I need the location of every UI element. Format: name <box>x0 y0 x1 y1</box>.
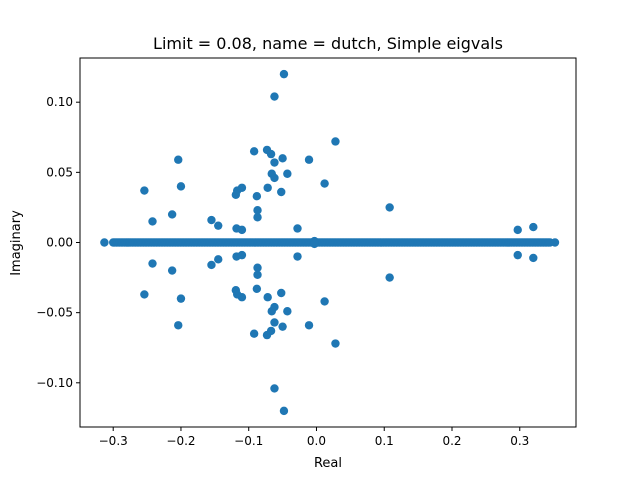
eigenvalue-point <box>277 187 286 197</box>
eigenvalue-point <box>253 263 262 272</box>
y-tick-label: 0.00 <box>46 236 73 250</box>
points-layer <box>100 69 560 416</box>
eigenvalue-point <box>331 137 340 146</box>
eigenvalue-point <box>513 250 522 260</box>
eigenvalue-point <box>266 149 276 159</box>
x-axis-ticks: −0.3 −0.2 −0.1 0.0 0.1 0.2 0.3 <box>99 427 529 448</box>
eigenvalue-point <box>310 239 319 249</box>
x-tick-label: 0.2 <box>442 434 461 448</box>
eigenvalue-point <box>174 321 183 330</box>
y-tick-label: 0.05 <box>46 165 73 179</box>
eigenvalue-point <box>279 406 289 416</box>
eigenvalue-point <box>214 221 223 230</box>
y-tick-label: −0.10 <box>36 376 73 390</box>
eigenvalue-point <box>266 326 276 336</box>
eigenvalue-point <box>283 307 292 316</box>
eigenvalue-point <box>249 147 259 156</box>
eigenvalue-point <box>207 215 216 225</box>
eigenvalue-point <box>320 179 329 188</box>
eigenvalue-point <box>253 206 262 215</box>
eigenvalue-point <box>279 69 289 79</box>
eigenvalue-point <box>283 169 292 178</box>
eigenvalue-point <box>263 183 272 192</box>
eigenvalue-point <box>331 339 340 348</box>
x-tick-label: 0.1 <box>375 434 394 448</box>
eigenvalue-point <box>148 259 157 268</box>
eigenvalue-point <box>252 191 262 201</box>
eigenvalue-point <box>231 286 241 295</box>
eigenvalue-point <box>176 294 186 303</box>
eigenvalue-point <box>270 318 279 327</box>
eigenvalue-point <box>270 173 279 183</box>
eigenvalue-point <box>550 238 560 247</box>
eigenvalue-point <box>270 158 279 167</box>
eigenvalue-point <box>270 384 279 393</box>
eigenvalue-point <box>320 297 329 306</box>
y-tick-label: 0.10 <box>46 95 73 109</box>
eigenvalue-point <box>263 293 272 302</box>
eigenvalue-point <box>207 260 216 270</box>
y-axis-ticks: −0.10 −0.05 0.00 0.05 0.10 <box>36 95 80 390</box>
eigenvalue-point <box>385 203 394 212</box>
eigenvalue-point <box>304 155 314 164</box>
eigenvalue-point <box>253 270 262 279</box>
eigenvalue-point <box>304 321 314 330</box>
x-tick-label: 0.0 <box>307 434 326 448</box>
chart-title: Limit = 0.08, name = dutch, Simple eigva… <box>153 34 503 53</box>
eigenvalue-point <box>529 222 538 232</box>
eigenvalue-point <box>385 273 394 282</box>
eigenvalue-point <box>278 154 287 163</box>
eigenvalue-point <box>148 217 157 226</box>
eigenvalue-point <box>167 266 177 275</box>
eigenvalue-point <box>167 210 177 219</box>
eigenvalue-point <box>529 253 538 263</box>
eigenvalue-point <box>176 182 186 191</box>
eigenvalue-point <box>174 155 183 164</box>
eigenvalue-point <box>513 225 522 235</box>
eigenvalue-point <box>140 290 149 299</box>
plot-frame <box>79 57 577 428</box>
x-tick-label: −0.1 <box>234 434 263 448</box>
x-tick-label: −0.2 <box>166 434 195 448</box>
eigenvalue-point <box>237 225 247 235</box>
eigenvalue-point <box>140 186 149 195</box>
eigenvalue-point <box>214 255 223 264</box>
eigenvalue-point <box>253 213 262 222</box>
eigenvalue-point <box>100 238 109 247</box>
eigenvalue-point <box>293 224 302 233</box>
y-axis-label: Imaginary <box>9 210 24 276</box>
eigenvalue-point <box>231 190 241 199</box>
x-axis-label: Real <box>314 456 342 471</box>
eigenvalue-point <box>237 250 247 260</box>
eigenvalue-point <box>278 322 287 331</box>
eigenvalue-point <box>293 252 302 261</box>
eigenvalue-point <box>252 284 262 294</box>
x-tick-label: 0.3 <box>510 434 529 448</box>
eigenvalue-point <box>249 329 259 338</box>
eigenvalue-point <box>277 288 286 298</box>
y-tick-label: −0.05 <box>36 306 73 320</box>
eigenvalue-point <box>270 302 279 312</box>
x-tick-label: −0.3 <box>99 434 128 448</box>
eigenvalue-point <box>270 92 279 101</box>
